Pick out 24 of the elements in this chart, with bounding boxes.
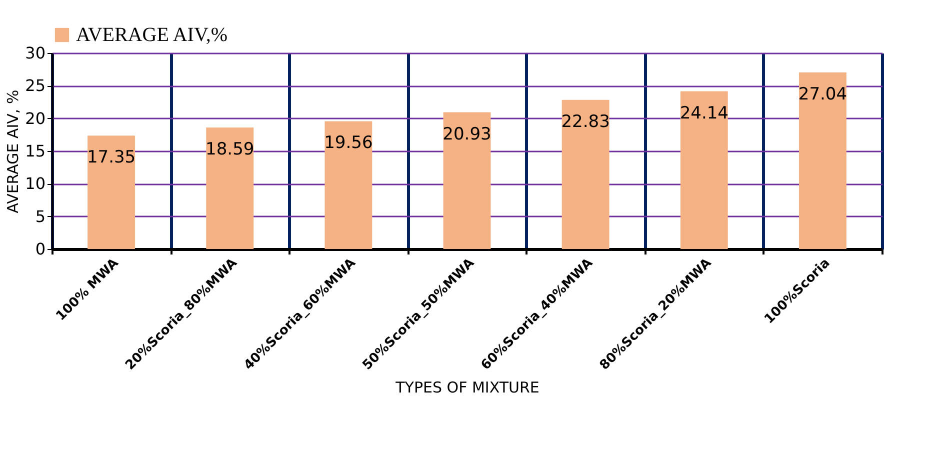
bar [88,136,135,249]
y-tick-label: 15 [25,142,46,160]
y-tick-label: 25 [25,76,46,96]
x-axis-title: TYPES OF MIXTURE [394,378,540,397]
bar [562,100,610,249]
bar [799,72,846,249]
data-label: 19.56 [324,133,373,154]
data-label: 17.35 [86,148,136,168]
legend-label: AVERAGE AIV,% [76,24,228,46]
data-label: 24.14 [680,103,728,124]
y-axis-title: AVERAGE AIV, % [4,90,22,214]
y-tick-label: 5 [35,206,46,226]
bar [324,121,372,249]
data-label: 18.59 [206,140,254,160]
y-tick-label: 30 [25,44,46,62]
data-label: 22.83 [561,112,610,132]
data-label: 20.93 [442,124,492,144]
bar [443,112,491,249]
data-label: 27.04 [798,84,848,104]
y-tick-label: 0 [35,240,46,258]
y-tick-label: 10 [25,174,46,194]
y-tick-label: 20 [25,108,46,128]
bar [206,128,254,249]
bar [680,91,728,249]
